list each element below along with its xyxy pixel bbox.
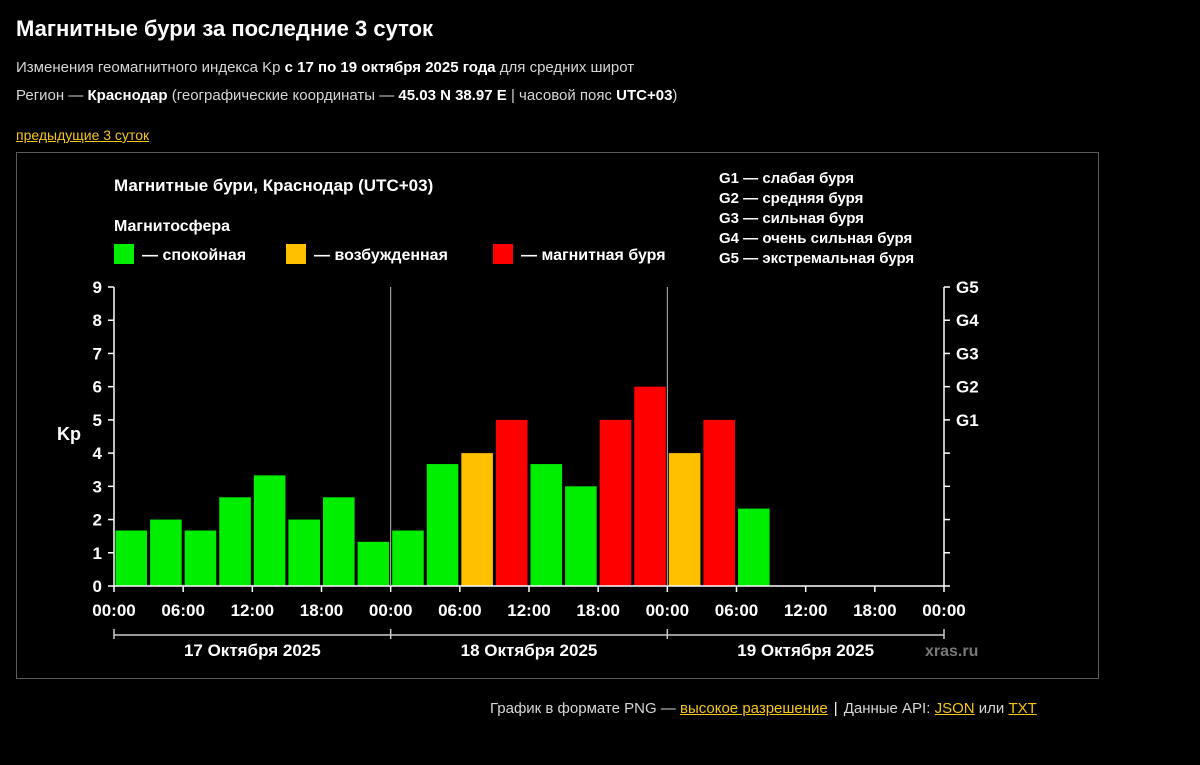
- region-info: Регион — Краснодар (географические коорд…: [16, 87, 678, 104]
- x-tick-label: 00:00: [922, 601, 965, 620]
- hires-link[interactable]: высокое разрешение: [679, 700, 828, 717]
- json-link[interactable]: JSON: [934, 700, 975, 717]
- y-tick-label: 9: [93, 278, 102, 297]
- kp-bar: [184, 530, 217, 586]
- page-subtitle: Изменения геомагнитного индекса Kp с 17 …: [16, 59, 635, 76]
- legend-label: — возбужденная: [314, 247, 448, 264]
- y-tick-label: 5: [93, 411, 102, 430]
- x-tick-label: 06:00: [715, 601, 758, 620]
- kp-bar: [288, 519, 320, 586]
- x-tick-label: 00:00: [646, 601, 689, 620]
- x-tick-label: 06:00: [161, 601, 204, 620]
- day-label: 19 Октября 2025: [737, 641, 874, 660]
- x-tick-label: 12:00: [784, 601, 827, 620]
- y-tick-label: 3: [93, 477, 102, 496]
- kp-bar: [219, 497, 251, 586]
- g-legend-item: G2 — средняя буря: [719, 190, 863, 207]
- g-legend-item: G1 — слабая буря: [719, 170, 854, 187]
- legend-label: — магнитная буря: [521, 247, 666, 264]
- kp-bar: [738, 508, 770, 586]
- x-tick-label: 18:00: [853, 601, 896, 620]
- g-tick-label: G3: [956, 344, 979, 363]
- page-title: Магнитные бури за последние 3 суток: [16, 16, 434, 41]
- g-tick-label: G4: [956, 311, 979, 330]
- kp-bar: [392, 530, 424, 586]
- x-tick-label: 12:00: [507, 601, 550, 620]
- previous-3-days-link[interactable]: предыдущие 3 суток: [16, 127, 150, 143]
- kp-bar: [495, 419, 528, 586]
- y-tick-label: 0: [93, 577, 102, 596]
- legend-title: Магнитосфера: [114, 218, 230, 235]
- y-tick-label: 6: [93, 378, 102, 397]
- g-tick-label: G2: [956, 378, 979, 397]
- x-tick-label: 18:00: [576, 601, 619, 620]
- legend-swatch: [114, 244, 134, 264]
- kp-bar: [426, 464, 459, 586]
- g-tick-label: G1: [956, 411, 979, 430]
- legend: — спокойная — возбужденная — магнитная бур…: [114, 244, 666, 264]
- kp-bar: [357, 541, 390, 586]
- g-legend: G1 — слабая буря G2 — средняя буря G3 — си…: [719, 170, 914, 267]
- g-tick-label: G5: [956, 278, 979, 297]
- kp-bar: [530, 464, 563, 586]
- y-axis-label: Kp: [57, 424, 81, 444]
- x-tick-label: 12:00: [231, 601, 274, 620]
- kp-bar: [253, 475, 286, 586]
- g-legend-item: G5 — экстремальная буря: [719, 250, 914, 267]
- kp-bar: [461, 453, 493, 586]
- plot-area: 0 1 2 3 4 5 6 7 8 9 G1 G2 G3 G4 G5 00:00 06:00 12:00 18:00…: [92, 278, 979, 660]
- txt-link[interactable]: TXT: [1008, 700, 1037, 717]
- x-tick-label: 00:00: [92, 601, 135, 620]
- kp-bar: [323, 497, 355, 586]
- x-tick-label: 06:00: [438, 601, 481, 620]
- legend-swatch: [286, 244, 306, 264]
- chart-title: Магнитные бури, Краснодар (UTC+03): [114, 176, 433, 195]
- g-legend-item: G4 — очень сильная буря: [719, 230, 912, 247]
- footer: График в формате PNG — высокое разрешени…: [490, 700, 1037, 717]
- kp-bar: [115, 530, 148, 586]
- kp-bar: [634, 386, 666, 586]
- kp-bar: [150, 519, 182, 586]
- kp-bar: [668, 453, 701, 586]
- png-label: График в формате PNG —: [490, 700, 680, 717]
- day-label: 18 Октября 2025: [461, 641, 598, 660]
- api-label: Данные API:: [843, 700, 935, 717]
- y-tick-label: 7: [93, 344, 102, 363]
- g-legend-item: G3 — сильная буря: [719, 210, 864, 227]
- y-tick-label: 2: [93, 511, 102, 530]
- watermark: xras.ru: [925, 643, 978, 660]
- kp-bar: [703, 419, 735, 586]
- legend-swatch: [493, 244, 513, 264]
- x-tick-label: 00:00: [369, 601, 412, 620]
- x-tick-label: 18:00: [300, 601, 343, 620]
- legend-label: — спокойная: [142, 247, 246, 264]
- y-tick-label: 8: [93, 311, 102, 330]
- chart-frame: Магнитные бури, Краснодар (UTC+03) Магни…: [16, 152, 1099, 679]
- kp-bar: [599, 419, 632, 586]
- or-label: или: [974, 700, 1009, 717]
- y-tick-label: 1: [93, 544, 102, 563]
- kp-bar-chart: Магнитные бури, Краснодар (UTC+03) Магни…: [57, 170, 979, 660]
- y-tick-label: 4: [93, 444, 103, 463]
- kp-bar: [565, 486, 597, 586]
- footer-separator: |: [833, 700, 838, 717]
- day-label: 17 Октября 2025: [184, 641, 321, 660]
